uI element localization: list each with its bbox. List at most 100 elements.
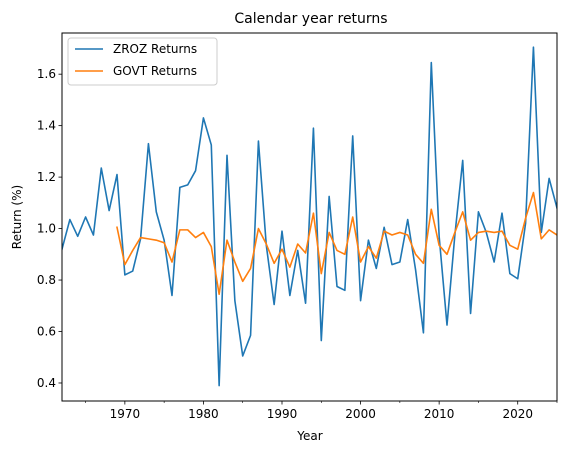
data-point-zroz-1974 [155,211,157,213]
data-point-govt-1990 [281,248,283,250]
data-point-zroz-1973 [148,143,150,145]
x-axis: 1970 1980 1990 2000 2010 2020 [85,401,558,421]
data-point-zroz-2014 [470,313,472,315]
data-point-govt-1978 [187,229,189,231]
data-point-govt-2006 [407,234,409,236]
data-point-zroz-1976 [171,295,173,297]
y-tick-label-0.6: 0.6 [37,325,56,339]
data-point-govt-2001 [368,246,370,248]
data-point-zroz-2001 [368,239,370,241]
data-point-zroz-1998 [344,290,346,292]
data-point-zroz-2017 [493,261,495,263]
data-point-zroz-2020 [517,278,519,280]
data-point-zroz-1994 [313,127,315,129]
y-axis: 0.4 0.6 0.8 1.0 1.2 1.4 1.6 [37,67,62,390]
data-point-zroz-1999 [352,135,354,137]
data-point-govt-2010 [438,245,440,247]
data-point-zroz-1983 [226,154,228,156]
data-point-zroz-1977 [179,187,181,189]
data-point-govt-1983 [226,239,228,241]
data-point-govt-1977 [179,229,181,231]
data-point-govt-1982 [218,293,220,295]
data-point-zroz-1982 [218,385,220,387]
legend-frame [67,37,218,86]
axes-frame [61,32,558,402]
data-point-govt-1997 [336,250,338,252]
data-point-govt-2024 [548,229,550,231]
x-tick-label-1990: 1990 [267,407,298,421]
data-point-govt-2021 [525,217,527,219]
y-axis-label: Return (%) [10,185,24,249]
legend-label-govt: GOVT Returns [113,64,197,78]
data-point-govt-1991 [289,266,291,268]
data-point-zroz-2022 [533,46,535,48]
plot-area [61,32,558,402]
data-point-zroz-1989 [273,304,275,306]
y-tick-label-1.6: 1.6 [37,67,56,81]
data-point-govt-2014 [470,239,472,241]
chart-title: Calendar year returns [234,11,387,27]
data-point-govt-1974 [155,239,157,241]
data-point-govt-1973 [148,238,150,240]
data-point-govt-1988 [265,243,267,245]
data-point-zroz-1985 [242,355,244,357]
x-tick-label-2020: 2020 [502,407,533,421]
data-point-zroz-2000 [360,300,362,302]
data-point-govt-1970 [124,264,126,266]
data-point-govt-1989 [273,263,275,265]
data-point-govt-2000 [360,261,362,263]
x-axis-label: Year [296,429,322,443]
x-tick-label-1980: 1980 [188,407,219,421]
x-tick-label-2010: 2010 [424,407,455,421]
data-point-govt-1971 [132,250,134,252]
data-point-zroz-1997 [336,286,338,288]
data-point-govt-2016 [485,230,487,232]
data-point-govt-1980 [203,232,205,234]
data-point-zroz-1966 [93,234,95,236]
data-point-govt-2003 [383,230,385,232]
data-point-zroz-1971 [132,270,134,272]
data-point-zroz-2018 [501,212,503,214]
data-point-zroz-1979 [195,170,197,172]
data-point-govt-2020 [517,248,519,250]
data-point-govt-2011 [446,254,448,256]
data-point-zroz-1968 [108,210,110,212]
data-point-govt-2012 [454,232,456,234]
data-point-zroz-1970 [124,274,126,276]
data-point-zroz-1993 [305,302,307,304]
data-point-govt-2005 [399,232,401,234]
data-point-govt-2004 [391,234,393,236]
data-point-zroz-1991 [289,295,291,297]
data-point-govt-1996 [328,232,330,234]
data-point-zroz-2010 [438,236,440,238]
data-point-zroz-1975 [163,239,165,241]
data-point-zroz-2002 [375,268,377,270]
data-point-govt-2017 [493,232,495,234]
data-point-zroz-1965 [85,216,87,218]
data-point-zroz-1964 [77,236,79,238]
data-point-zroz-2024 [548,178,550,180]
data-point-zroz-2003 [383,226,385,228]
data-point-govt-1986 [250,268,252,270]
data-point-zroz-2011 [446,324,448,326]
data-point-govt-2015 [478,232,480,234]
series-layer [62,46,557,387]
data-point-zroz-2015 [478,211,480,213]
data-point-zroz-1984 [234,300,236,302]
data-point-govt-2002 [375,257,377,259]
data-point-govt-2007 [415,254,417,256]
data-point-zroz-1963 [69,219,71,221]
series-line-zroz [62,46,557,387]
x-tick-label-2000: 2000 [345,407,376,421]
data-point-zroz-2007 [415,269,417,271]
data-point-zroz-2013 [462,160,464,162]
data-point-zroz-2009 [430,62,432,64]
data-point-govt-2018 [501,230,503,232]
data-point-govt-1969 [116,226,118,228]
data-point-zroz-1980 [203,117,205,119]
data-point-govt-2008 [423,263,425,265]
legend: ZROZ Returns GOVT Returns [67,37,218,86]
data-point-govt-1993 [305,252,307,254]
data-point-govt-2019 [509,245,511,247]
data-point-zroz-2005 [399,261,401,263]
